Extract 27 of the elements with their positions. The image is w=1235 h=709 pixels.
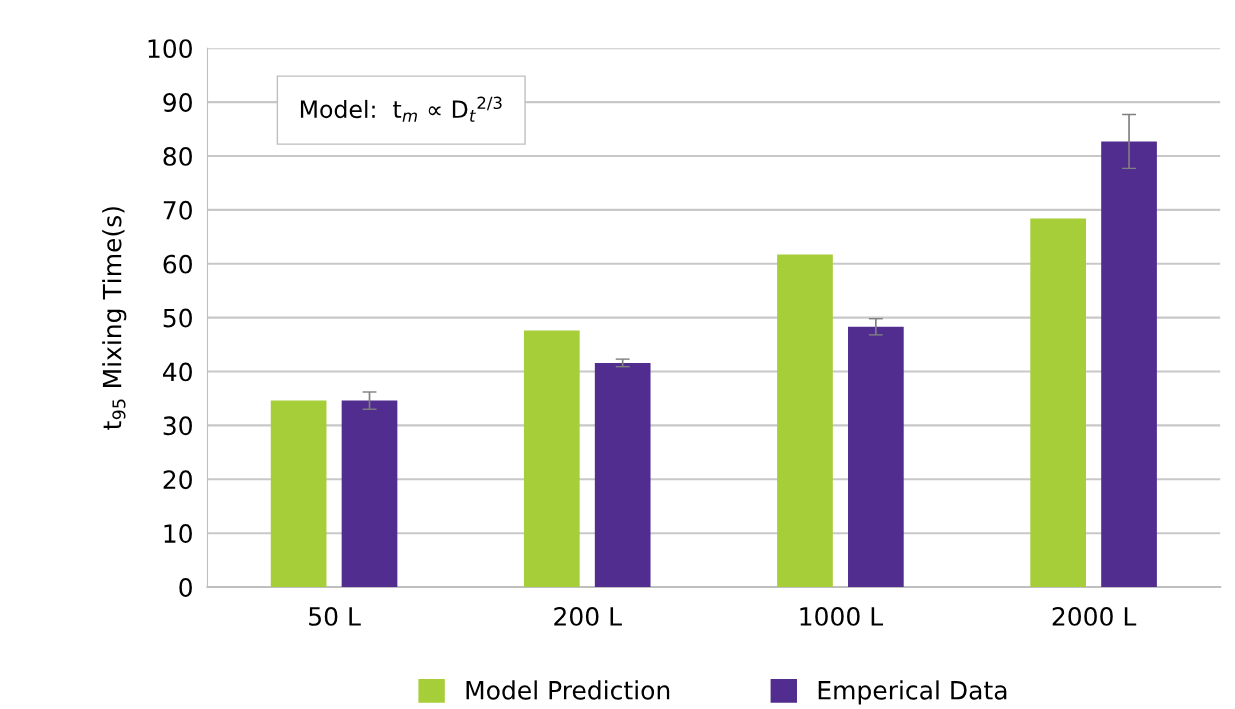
y-tick-label: 40 [163,362,192,382]
y-tick-label: 20 [163,470,192,490]
y-tick-label: 50 [163,308,192,328]
x-tick-label: 2000 L [1052,606,1137,626]
x-tick-label: 50 L [309,606,361,626]
legend-label: Model Prediction [466,680,670,700]
y-tick-label: 70 [163,200,192,220]
y-tick-label: 60 [163,254,192,274]
bar [270,400,327,588]
x-tick-label: 200 L [554,606,622,626]
legend-label: Emperical Data [818,680,1007,705]
y-tick-label: 100 [148,39,192,59]
bar [848,326,904,588]
y-tick-label: 10 [164,524,192,544]
bar [594,362,651,588]
x-tick-label: 1000 L [800,606,884,626]
bar [1030,218,1086,588]
y-axis-title: t$_{95}$ Mixing Time(s) [102,207,127,430]
bar [523,330,580,588]
y-tick-label: 30 [163,416,192,436]
bar [341,400,398,588]
y-tick-label: 90 [163,93,192,112]
bar [777,254,833,588]
y-tick-label: 0 [179,578,192,597]
annotation: Model: t$_{m}$ ∝ D$_{t}$$^{2/3}$ [300,96,502,122]
y-tick-label: 80 [163,146,192,166]
bar [1101,141,1157,588]
